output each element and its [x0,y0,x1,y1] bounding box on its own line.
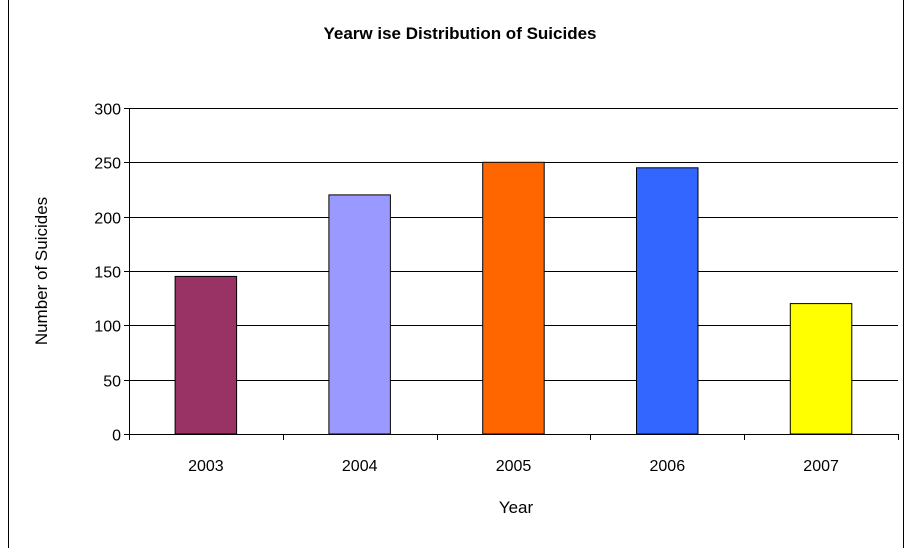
y-tick-label: 50 [103,374,121,391]
y-tick-label: 100 [94,319,121,336]
y-tick-label: 200 [94,211,121,228]
x-axis-title: Year [499,498,534,517]
bar-chart: Yearw ise Distribution of Suicides 0 50 10… [32,24,899,517]
bar [482,161,545,435]
y-tick-label: 0 [112,428,121,445]
bar [636,167,699,435]
x-tick-label: 2004 [342,458,378,475]
y-tick-label: 250 [94,156,121,173]
x-tick-label: 2003 [188,458,224,475]
x-tick-label: 2007 [803,458,839,475]
bar [174,275,238,435]
chart-title: Yearw ise Distribution of Suicides [323,24,596,43]
bar [328,194,391,435]
y-tick-label: 300 [94,102,121,119]
x-tick-label: 2006 [650,458,686,475]
bars [174,161,853,435]
chart-frame: Yearw ise Distribution of Suicides 0 50 10… [8,0,904,548]
x-tick-label: 2005 [496,458,532,475]
y-axis-title: Number of Suicides [32,197,51,345]
y-tick-labels: 0 50 100 150 200 250 300 [94,102,121,445]
y-tick-label: 150 [94,265,121,282]
x-tick-labels: 2003 2004 2005 2006 2007 [188,458,839,475]
axes [124,108,899,440]
bar [789,303,853,435]
